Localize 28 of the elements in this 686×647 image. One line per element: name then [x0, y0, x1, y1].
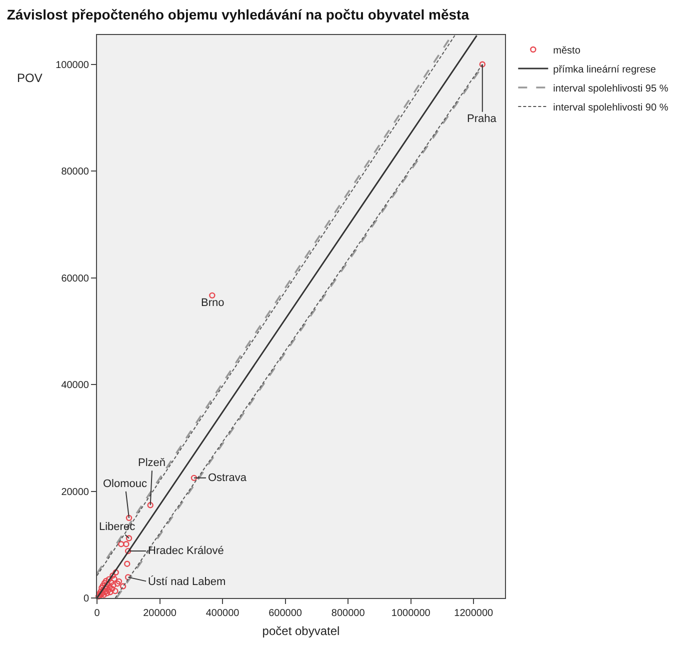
y-tick-label: 80000: [61, 166, 90, 178]
x-tick-label: 400000: [206, 608, 240, 619]
y-axis-title: POV: [17, 71, 42, 85]
y-tick-label: 40000: [61, 380, 90, 392]
annotation: Praha: [467, 113, 498, 125]
x-tick-label: 200000: [143, 608, 177, 619]
y-tick-label: 100000: [56, 60, 90, 71]
legend-label: přímka lineární regrese: [553, 64, 656, 76]
annotation: Ostrava: [208, 472, 248, 484]
x-tick-label: 1200000: [454, 608, 494, 619]
legend-label: interval spolehlivosti 95 %: [553, 83, 668, 94]
x-tick-label: 600000: [268, 608, 302, 619]
annotation: Brno: [201, 297, 224, 309]
x-tick-label: 0: [94, 608, 100, 619]
annotation: Liberec: [99, 521, 136, 533]
y-tick-label: 60000: [61, 273, 90, 284]
annotation: Plzeň: [138, 457, 166, 469]
annotation: Hradec Králové: [148, 545, 224, 557]
annotation: Olomouc: [103, 478, 148, 490]
y-tick-label: 0: [83, 594, 90, 604]
x-tick-label: 800000: [331, 608, 366, 619]
x-tick-label: 1000000: [391, 608, 431, 619]
x-axis-title: počet obyvatel: [262, 624, 340, 638]
legend-label: interval spolehlivosti 90 %: [553, 102, 668, 114]
y-tick-label: 20000: [61, 486, 90, 498]
legend-label: město: [553, 45, 581, 56]
chart-title: Závislost přepočteného objemu vyhledávání na počtu obyvatel města: [6, 6, 470, 23]
annotation: Ústí nad Labem: [148, 575, 226, 588]
